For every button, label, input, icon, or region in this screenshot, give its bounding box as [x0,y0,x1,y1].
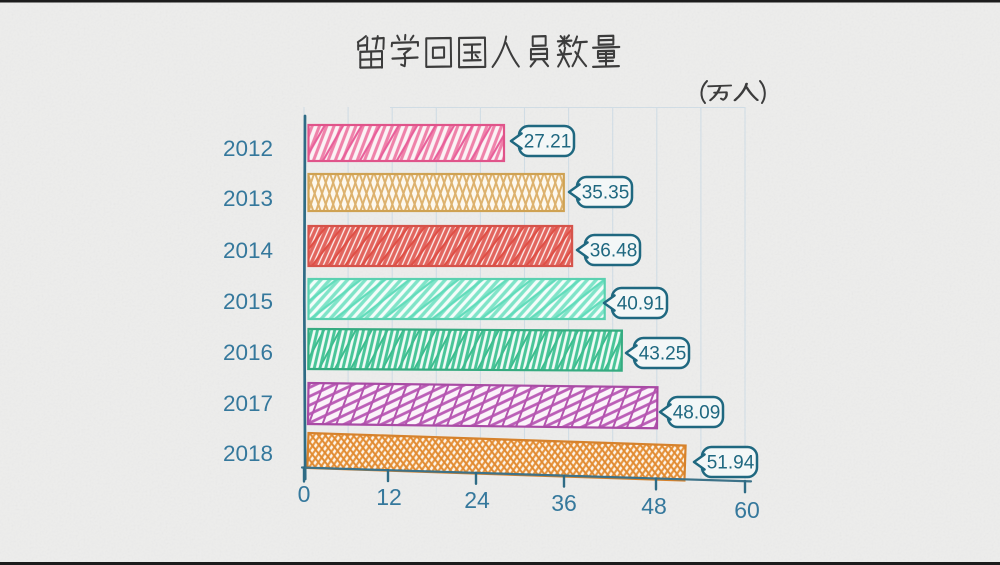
svg-text:2018: 2018 [223,441,273,466]
svg-text:36: 36 [551,490,577,516]
svg-text:2015: 2015 [223,289,273,314]
svg-text:2017: 2017 [223,391,273,416]
svg-text:27.21: 27.21 [524,132,572,153]
svg-text:2014: 2014 [223,238,273,263]
svg-text:60: 60 [734,497,760,523]
svg-text:24: 24 [464,487,490,513]
svg-text:2012: 2012 [223,136,273,161]
svg-text:2016: 2016 [223,340,273,365]
svg-text:12: 12 [376,484,402,510]
svg-text:48: 48 [641,493,667,519]
svg-text:51.94: 51.94 [707,453,755,474]
svg-text:35.35: 35.35 [582,183,630,204]
svg-text:36.48: 36.48 [590,241,638,262]
svg-text:40.91: 40.91 [617,294,665,315]
svg-text:2013: 2013 [223,186,273,211]
svg-text:43.25: 43.25 [639,344,687,365]
svg-text:0: 0 [298,481,311,507]
svg-text:48.09: 48.09 [673,403,721,424]
